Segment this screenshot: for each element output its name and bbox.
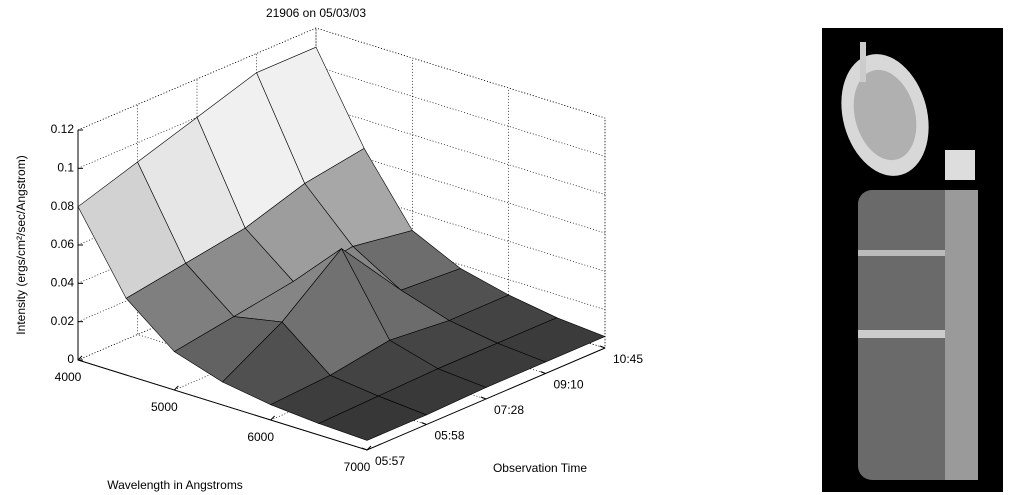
z-tick-label: 0.08 xyxy=(51,199,75,213)
x-tick xyxy=(366,445,372,451)
x-tick xyxy=(173,385,179,391)
instrument xyxy=(945,150,975,180)
y-tick-label: 05:58 xyxy=(435,429,465,443)
z-tick-label: 0.06 xyxy=(51,237,75,251)
y-tick xyxy=(480,396,487,400)
x-tick-label: 5000 xyxy=(151,400,178,414)
y-axis-label: Observation Time xyxy=(493,461,587,475)
z-axis-label: Intensity (ergs/cm²/sec/Angstrom) xyxy=(14,155,28,334)
y-tick-label: 10:45 xyxy=(613,352,643,366)
box-edge xyxy=(77,27,606,348)
satellite-photo xyxy=(822,28,1003,492)
x-tick-label: 4000 xyxy=(55,370,82,384)
surface-patch xyxy=(318,395,428,441)
z-tick-label: 0.04 xyxy=(51,276,75,290)
y-tick xyxy=(599,345,606,349)
x-tick xyxy=(270,415,276,421)
y-tick xyxy=(361,447,368,451)
satellite-band xyxy=(858,330,978,338)
satellite-highlight xyxy=(945,190,978,480)
y-tick-label: 09:10 xyxy=(554,378,584,392)
x-tick-label: 6000 xyxy=(247,430,274,444)
chart-title: 21906 on 05/03/03 xyxy=(266,6,366,20)
z-tick-label: 0.02 xyxy=(51,314,75,328)
x-axis-label: Wavelength in Angstroms xyxy=(107,478,243,492)
y-tick-label: 05:57 xyxy=(375,454,405,468)
x-tick xyxy=(77,355,83,361)
z-tick-label: 0 xyxy=(67,352,74,366)
antenna-dish-inner xyxy=(853,69,917,161)
x-tick-label: 7000 xyxy=(344,460,371,474)
z-tick-label: 0.1 xyxy=(57,161,74,175)
y-tick xyxy=(421,422,427,425)
mast xyxy=(860,42,866,82)
z-tick-label: 0.12 xyxy=(51,122,75,136)
satellite-band xyxy=(858,250,978,256)
y-tick xyxy=(540,371,546,374)
y-tick-label: 07:28 xyxy=(494,403,524,417)
